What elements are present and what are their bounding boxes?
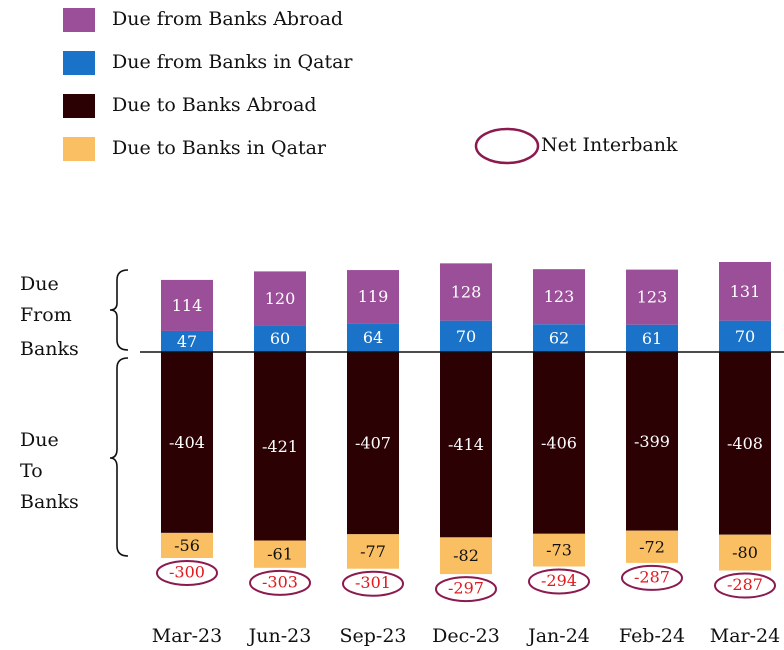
data-label: -61 [267, 545, 293, 564]
legend-label: Net Interbank [541, 134, 678, 156]
legend-swatch [63, 51, 95, 75]
bar-segment [161, 532, 213, 558]
annotation: Banks [20, 338, 79, 360]
data-label: -407 [355, 434, 391, 453]
bar-segment [440, 352, 492, 538]
data-label: -421 [262, 437, 298, 456]
annotation: From [20, 304, 72, 326]
bar-segment [533, 269, 585, 325]
net-marker [621, 564, 683, 591]
legend-swatch [63, 8, 95, 32]
data-label: -80 [732, 543, 758, 562]
net-label: -303 [262, 572, 298, 591]
data-label: 128 [451, 283, 482, 302]
data-label: 123 [637, 288, 668, 307]
bar-segment [626, 352, 678, 531]
data-label: -77 [360, 542, 386, 561]
net-marker [342, 570, 404, 597]
legend-label: Due to Banks Abroad [112, 94, 317, 116]
net-marker [714, 572, 776, 599]
net-label: -294 [541, 571, 577, 590]
bar-segment [719, 534, 771, 571]
bar-segment [440, 263, 492, 321]
x-tick-label: Mar-23 [152, 625, 222, 647]
data-label: 61 [642, 329, 662, 348]
data-label: 62 [549, 329, 569, 348]
bar-segment [626, 269, 678, 325]
data-label: 131 [730, 282, 761, 301]
bar-segment [440, 320, 492, 352]
bar-segment [254, 540, 306, 568]
net-marker [435, 576, 497, 603]
bar-segment [719, 262, 771, 321]
net-label: -300 [169, 562, 205, 581]
data-label: -414 [448, 435, 484, 454]
net-marker [528, 568, 590, 595]
data-label: 47 [177, 332, 197, 351]
brace [109, 269, 129, 351]
bar-segment [161, 330, 213, 352]
bar-segment [347, 352, 399, 535]
x-tick-label: Dec-23 [432, 625, 500, 647]
legend-label: Due from Banks Abroad [112, 8, 343, 30]
annotation: Banks [20, 491, 79, 513]
legend-label: Due from Banks in Qatar [112, 51, 353, 73]
data-label: -73 [546, 541, 572, 560]
annotation: Due [20, 429, 59, 451]
bar-segment [254, 352, 306, 541]
bar-segment [254, 325, 306, 352]
x-tick-label: Mar-24 [710, 625, 780, 647]
data-label: -72 [639, 537, 665, 556]
net-label: -287 [727, 575, 763, 594]
bar-segment [719, 320, 771, 352]
net-marker [156, 559, 218, 586]
data-label: 60 [270, 329, 290, 348]
data-label: -56 [174, 536, 200, 555]
bar-segment [533, 324, 585, 352]
data-label: 123 [544, 287, 575, 306]
bar-segment [719, 352, 771, 535]
data-label: 114 [172, 296, 203, 315]
bar-segment [161, 352, 213, 533]
brace [109, 357, 129, 557]
data-label: -399 [634, 432, 670, 451]
bar-segment [533, 533, 585, 567]
data-label: 64 [363, 328, 383, 347]
data-label: -406 [541, 433, 577, 452]
annotation: Due [20, 273, 59, 295]
bar-segment [440, 537, 492, 575]
bar-segment [347, 323, 399, 352]
net-label: -297 [448, 579, 484, 598]
data-label: 70 [456, 327, 476, 346]
annotation: To [20, 460, 43, 482]
net-marker [249, 569, 311, 596]
data-label: 119 [358, 287, 389, 306]
data-label: -408 [727, 434, 763, 453]
legend-swatch [474, 127, 540, 165]
x-tick-label: Feb-24 [619, 625, 685, 647]
x-tick-label: Sep-23 [339, 625, 406, 647]
x-tick-label: Jan-24 [526, 625, 590, 647]
data-label: 70 [735, 327, 755, 346]
x-tick-label: Jun-23 [247, 625, 312, 647]
legend-swatch [63, 94, 95, 118]
net-label: -301 [355, 573, 391, 592]
bar-segment [533, 352, 585, 534]
data-label: -404 [169, 433, 205, 452]
data-label: 120 [265, 289, 296, 308]
bar-segment [347, 534, 399, 569]
bar-segment [626, 324, 678, 352]
bar-segment [161, 279, 213, 331]
bar-segment [626, 530, 678, 563]
legend-swatch [63, 137, 95, 161]
legend-label: Due to Banks in Qatar [112, 137, 327, 159]
bar-segment [254, 271, 306, 326]
data-label: -82 [453, 546, 479, 565]
bar-segment [347, 270, 399, 324]
net-label: -287 [634, 567, 670, 586]
